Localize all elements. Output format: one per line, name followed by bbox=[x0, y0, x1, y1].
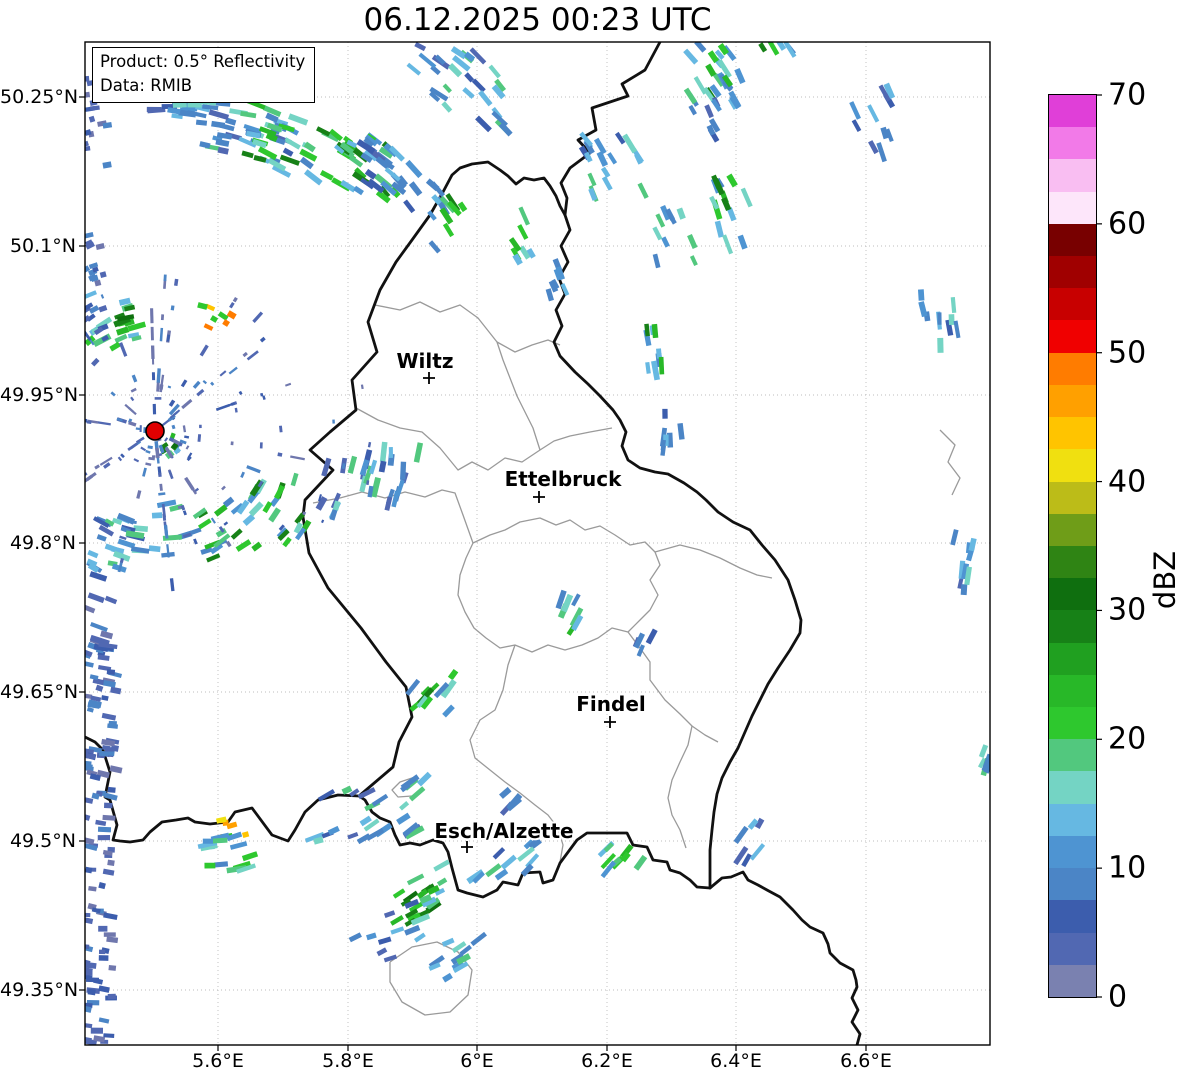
colorbar-segment bbox=[1049, 964, 1096, 997]
colorbar-segment bbox=[1049, 352, 1096, 385]
colorbar-segment bbox=[1049, 674, 1096, 708]
latitude-tick-label: 49.95°N bbox=[0, 384, 79, 406]
city-marker-cross bbox=[533, 491, 545, 503]
city-label: Esch/Alzette bbox=[434, 819, 573, 843]
colorbar-segment bbox=[1049, 191, 1096, 224]
colorbar-segment bbox=[1049, 384, 1096, 418]
colorbar-tick-label: 60 bbox=[1108, 206, 1147, 242]
colorbar-tick-label: 0 bbox=[1108, 979, 1128, 1015]
longitude-tick-label: 6.4°E bbox=[710, 1050, 762, 1072]
colorbar-tick-label: 10 bbox=[1108, 850, 1147, 886]
country-border-path bbox=[85, 735, 361, 844]
city-marker-cross bbox=[604, 716, 616, 728]
colorbar-tick-label: 20 bbox=[1108, 721, 1147, 757]
colorbar-tick-label: 30 bbox=[1108, 592, 1147, 628]
colorbar bbox=[1048, 94, 1097, 998]
colorbar-segment bbox=[1049, 545, 1096, 579]
colorbar-segment bbox=[1049, 803, 1096, 836]
region-border-path bbox=[391, 776, 416, 798]
region-border-path bbox=[654, 544, 773, 579]
region-border-path bbox=[457, 517, 661, 653]
plot-area: Wiltz Ettelbruck Findel Esch/Alzette bbox=[85, 42, 990, 1045]
colorbar-segment bbox=[1049, 578, 1096, 611]
region-border-path bbox=[496, 341, 541, 451]
longitude-tick-label: 5.6°E bbox=[192, 1050, 244, 1072]
colorbar-segment bbox=[1049, 610, 1096, 643]
colorbar-segment bbox=[1049, 127, 1096, 160]
latitude-tick-label: 50.25°N bbox=[0, 86, 79, 108]
colorbar-segment bbox=[1049, 932, 1096, 965]
axis-tick-marks bbox=[79, 94, 1102, 1051]
city-marker-cross bbox=[423, 372, 435, 384]
city-label: Ettelbruck bbox=[505, 467, 622, 491]
longitude-tick-label: 5.8°E bbox=[322, 1050, 374, 1072]
colorbar-segment bbox=[1049, 739, 1096, 772]
region-border-path bbox=[469, 644, 564, 863]
latitude-tick-label: 50.1°N bbox=[9, 235, 76, 257]
region-border-path bbox=[667, 725, 693, 849]
colorbar-segment bbox=[1049, 900, 1096, 933]
city-labels: Wiltz Ettelbruck Findel Esch/Alzette bbox=[395, 347, 648, 853]
region-border-path bbox=[389, 941, 473, 1016]
latitude-tick-label: 49.65°N bbox=[0, 681, 79, 703]
region-border-path bbox=[374, 301, 561, 353]
figure-title: 06.12.2025 00:23 UTC bbox=[363, 2, 712, 38]
longitude-tick-label: 6.2°E bbox=[581, 1050, 633, 1072]
colorbar-segment bbox=[1049, 868, 1096, 901]
colorbar-segment bbox=[1049, 707, 1096, 740]
colorbar-segment bbox=[1049, 94, 1096, 128]
region-borders bbox=[312, 301, 961, 1016]
colorbar-segment bbox=[1049, 223, 1096, 256]
country-border-path bbox=[559, 42, 662, 217]
colorbar-tick-label: 70 bbox=[1108, 77, 1147, 113]
longitude-tick-label: 6.6°E bbox=[840, 1050, 892, 1072]
colorbar-axis-label: dBZ bbox=[1148, 550, 1182, 610]
colorbar-segment bbox=[1049, 417, 1096, 450]
city-label: Findel bbox=[576, 692, 646, 716]
country-border-path bbox=[301, 160, 803, 899]
region-border-path bbox=[627, 631, 719, 743]
colorbar-tick-label: 50 bbox=[1108, 335, 1147, 371]
colorbar-segment bbox=[1049, 159, 1096, 192]
colorbar-segment bbox=[1049, 255, 1096, 289]
product-line: Product: 0.5° Reflectivity bbox=[100, 52, 306, 71]
region-border-path bbox=[312, 489, 474, 544]
colorbar-segment bbox=[1049, 320, 1096, 353]
colorbar-segment bbox=[1049, 642, 1096, 675]
region-border-path bbox=[939, 429, 961, 496]
colorbar-tick-label: 40 bbox=[1108, 464, 1147, 500]
latitude-tick-label: 49.35°N bbox=[0, 979, 79, 1001]
product-annotation-box: Product: 0.5° Reflectivity Data: RMIB bbox=[92, 47, 316, 103]
longitude-tick-label: 6°E bbox=[460, 1050, 494, 1072]
country-border-path bbox=[708, 870, 862, 1045]
colorbar-segment bbox=[1049, 449, 1096, 482]
radar-echoes bbox=[85, 42, 990, 1045]
colorbar-segment bbox=[1049, 771, 1096, 804]
colorbar-segment bbox=[1049, 481, 1096, 514]
latitude-tick-label: 49.5°N bbox=[9, 830, 76, 852]
colorbar-segment bbox=[1049, 513, 1096, 546]
latitude-tick-label: 49.8°N bbox=[9, 532, 76, 554]
city-label: Wiltz bbox=[397, 349, 454, 373]
radar-site-marker bbox=[145, 421, 165, 441]
data-source-line: Data: RMIB bbox=[100, 76, 193, 95]
colorbar-segment bbox=[1049, 288, 1096, 321]
city-marker-cross bbox=[461, 841, 473, 853]
region-border-path bbox=[355, 407, 613, 471]
colorbar-segment bbox=[1049, 835, 1096, 869]
